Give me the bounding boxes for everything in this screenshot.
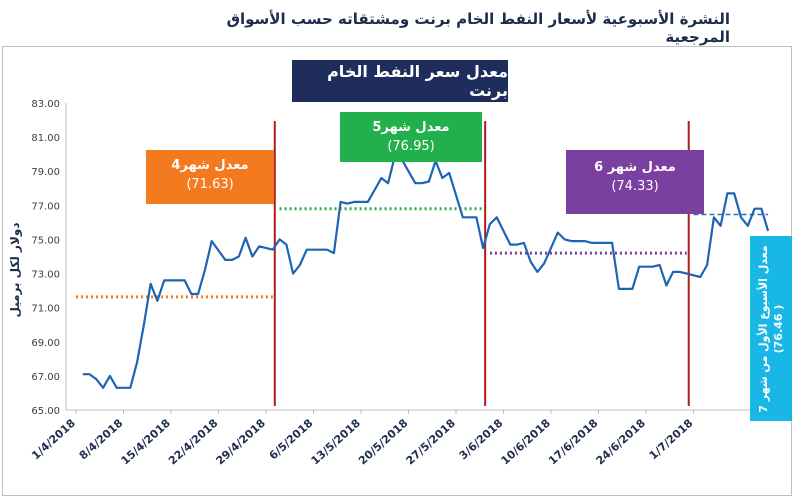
june-average-box: معدل شهر 6 (74.33) — [566, 150, 704, 214]
y-axis-label-text: دولار لكل برميل — [8, 222, 22, 318]
week-average-value: ( 76.46) — [772, 304, 785, 353]
may-average-box: معدل شهر5 (76.95) — [340, 112, 482, 162]
june-average-label: معدل شهر 6 — [594, 160, 676, 175]
x-tick-label: 17/6/2018 — [546, 417, 600, 468]
week-average-box: معدل الأسبوع الأول من شهر 7 ( 76.46) — [750, 236, 792, 421]
x-tick-label: 27/5/2018 — [404, 417, 458, 468]
x-tick-label: 24/6/2018 — [594, 417, 648, 468]
x-tick-label: 29/4/2018 — [214, 417, 268, 468]
x-tick-label: 1/4/2018 — [29, 417, 78, 463]
y-axis-label: دولار لكل برميل — [0, 180, 30, 360]
may-average-label: معدل شهر5 — [372, 120, 450, 135]
y-tick-label: 75.00 — [31, 235, 60, 246]
week-average-text: معدل الأسبوع الأول من شهر 7 ( 76.46) — [756, 245, 786, 412]
y-tick-label: 67.00 — [31, 372, 60, 383]
may-average-value: (76.95) — [387, 139, 435, 154]
x-tick-label: 8/4/2018 — [77, 417, 126, 463]
x-tick-label: 6/5/2018 — [267, 417, 316, 463]
page-title: النشرة الأسبوعية لأسعار النفط الخام برنت… — [226, 10, 730, 46]
april-average-box: معدل شهر4 (71.63) — [146, 150, 274, 204]
x-tick-label: 13/5/2018 — [309, 417, 363, 468]
x-tick-label: 20/5/2018 — [356, 417, 410, 468]
y-tick-label: 79.00 — [31, 167, 60, 178]
x-tick-label: 3/6/2018 — [457, 417, 506, 463]
y-tick-label: 83.00 — [31, 99, 60, 110]
y-tick-label: 71.00 — [31, 304, 60, 315]
april-average-label: معدل شهر4 — [171, 158, 249, 173]
x-tick-label: 1/7/2018 — [647, 417, 696, 463]
y-tick-label: 65.00 — [31, 406, 60, 417]
x-tick-label: 22/4/2018 — [166, 417, 220, 468]
april-average-value: (71.63) — [186, 177, 234, 192]
y-tick-label: 77.00 — [31, 201, 60, 212]
chart-title-box: معدل سعر النفط الخام برنت — [292, 60, 508, 102]
x-tick-label: 10/6/2018 — [499, 417, 553, 468]
y-tick-label: 69.00 — [31, 338, 60, 349]
y-tick-label: 73.00 — [31, 270, 60, 281]
june-average-value: (74.33) — [611, 179, 659, 194]
x-tick-label: 15/4/2018 — [119, 417, 173, 468]
y-tick-label: 81.00 — [31, 133, 60, 144]
week-average-label: معدل الأسبوع الأول من شهر 7 — [757, 244, 770, 413]
brent-price-line — [82, 154, 770, 389]
